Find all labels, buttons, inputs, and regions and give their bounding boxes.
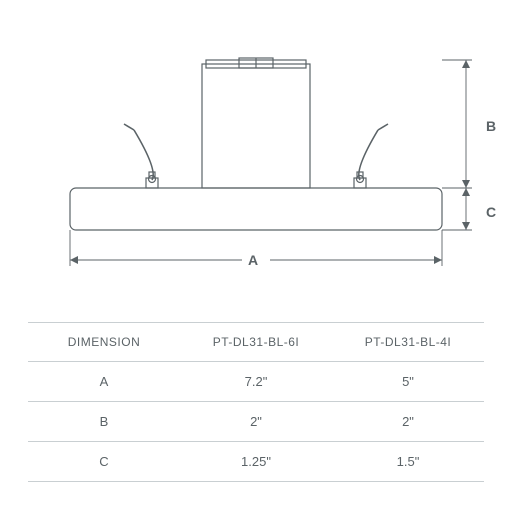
col-dimension: DIMENSION: [28, 323, 180, 362]
cell-dim: C: [28, 442, 180, 482]
table-row: B2"2": [28, 402, 484, 442]
dim-label-A: A: [248, 252, 258, 268]
table-header: DIMENSION PT-DL31-BL-6I PT-DL31-BL-4I: [28, 323, 484, 362]
col-model-1: PT-DL31-BL-6I: [180, 323, 332, 362]
cell-val-2: 1.5": [332, 442, 484, 482]
col-model-2: PT-DL31-BL-4I: [332, 323, 484, 362]
dimension-table: DIMENSION PT-DL31-BL-6I PT-DL31-BL-4I A7…: [28, 322, 484, 482]
cell-val-2: 2": [332, 402, 484, 442]
canvas: A B C DIMENSION PT-DL31-BL-6I PT-DL31-BL…: [0, 0, 512, 512]
cell-val-1: 7.2": [180, 362, 332, 402]
cell-val-1: 2": [180, 402, 332, 442]
cell-val-1: 1.25": [180, 442, 332, 482]
table-row: A7.2"5": [28, 362, 484, 402]
cell-val-2: 5": [332, 362, 484, 402]
dim-label-C: C: [486, 204, 496, 220]
cell-dim: B: [28, 402, 180, 442]
dim-label-B: B: [486, 118, 496, 134]
table-row: C1.25"1.5": [28, 442, 484, 482]
cell-dim: A: [28, 362, 180, 402]
